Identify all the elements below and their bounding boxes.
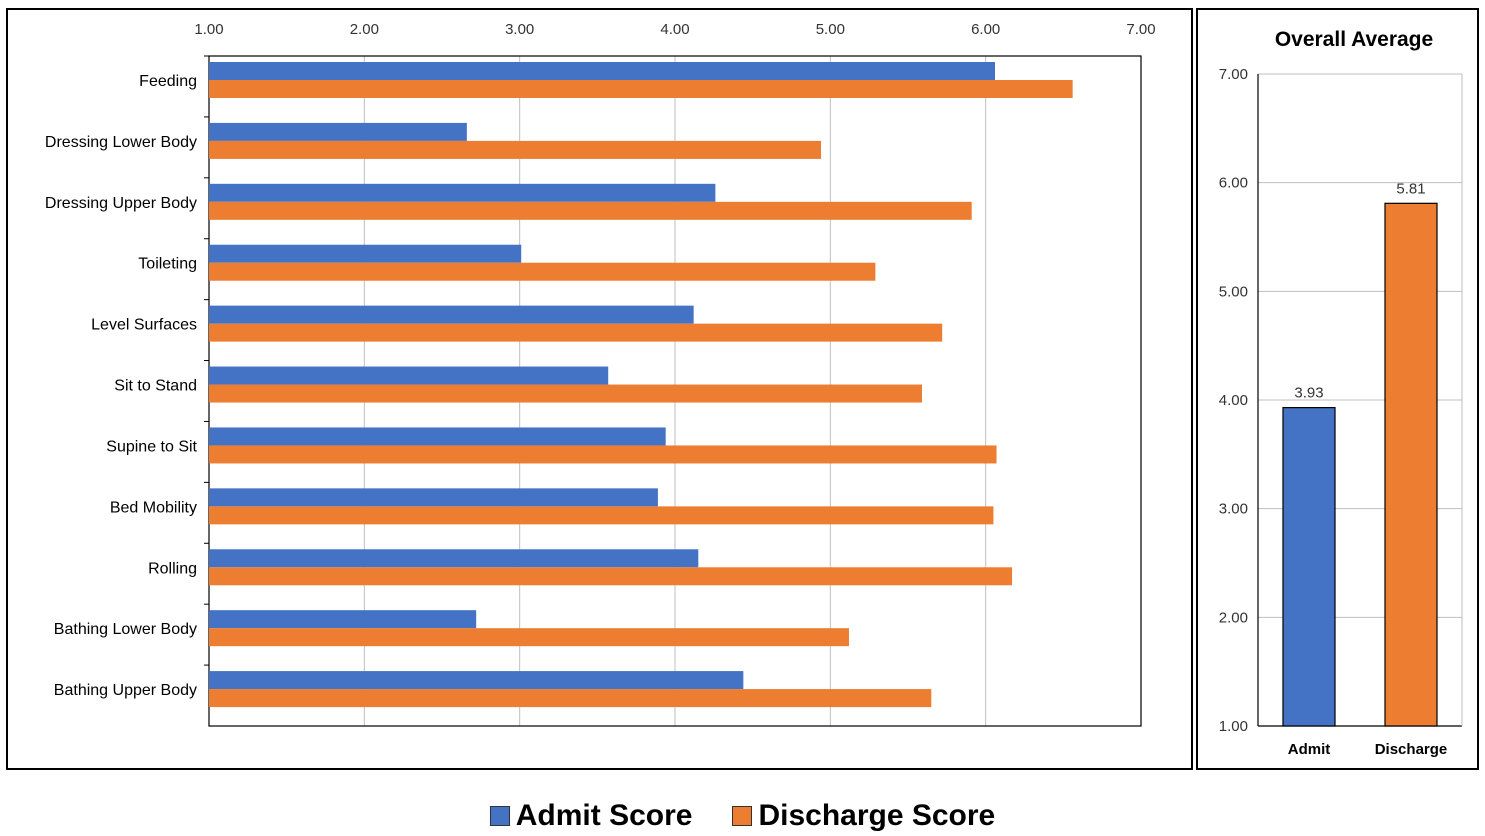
y-tick-label: 7.00 [1219,66,1248,83]
category-label-supine-to-sit: Supine to Sit [106,438,197,455]
overall-average-plot: Overall Average 1.00 2.00 3.00 4.00 5.00 6.00 7… [1219,28,1463,758]
category-label-bathing-lower-body: Bathing Lower Body [54,621,197,638]
admit-bar-rolling [209,549,699,568]
x-tick-label: 2.00 [350,21,379,38]
admit-bar-supine-to-sit [209,427,666,446]
category-label-toileting: Toileting [138,256,197,273]
discharge-bar-bed-mobility [209,506,994,525]
y-tick-label: 4.00 [1219,392,1248,409]
admit-bar-bathing-upper-body [209,671,744,690]
admit-bar-sit-to-stand [209,366,609,385]
y-tick-label: 6.00 [1219,175,1248,192]
category-label-dressing-upper-body: Dressing Upper Body [45,195,197,212]
x-tick-label: 7.00 [1126,21,1155,38]
category-label-rolling: Rolling [148,560,197,577]
y-tick-label: 3.00 [1219,501,1248,518]
discharge-category-label: Discharge [1375,741,1448,758]
legend-item-admit: Admit Score [489,799,693,833]
discharge-bar-dressing-lower-body [209,140,822,159]
category-label-bathing-upper-body: Bathing Upper Body [54,682,197,699]
y-tick-label: 1.00 [1219,718,1248,735]
x-tick-label: 4.00 [660,21,689,38]
overall-average-chart: Overall Average 1.00 2.00 3.00 4.00 5.00 6.00 7… [1196,8,1479,770]
discharge-bar-dressing-upper-body [209,201,972,220]
admit-bar [1282,407,1336,727]
activity-scores-chart: 1.00 2.00 3.00 4.00 5.00 6.00 7.00 Feeding Dress… [6,8,1193,770]
chart-legend: Admit Score Discharge Score [0,796,1485,836]
chart-title: Overall Average [1275,28,1433,51]
category-label-dressing-lower-body: Dressing Lower Body [45,134,197,151]
y-tick-label: 2.00 [1219,609,1248,626]
discharge-bar-level-surfaces [209,323,943,342]
category-label-bed-mobility: Bed Mobility [110,499,197,516]
activity-scores-plot: 1.00 2.00 3.00 4.00 5.00 6.00 7.00 Feeding Dress… [45,21,1156,727]
discharge-bar-rolling [209,567,1013,586]
admit-bar-level-surfaces [209,305,694,324]
x-tick-label: 1.00 [194,21,223,38]
admit-bar-dressing-upper-body [209,183,716,202]
legend-label-discharge: Discharge Score [758,799,996,832]
discharge-bar-bathing-lower-body [209,628,849,647]
y-tick-label: 5.00 [1219,283,1248,300]
admit-bar-bathing-lower-body [209,610,477,629]
x-tick-label: 5.00 [816,21,845,38]
x-tick-label: 3.00 [505,21,534,38]
discharge-bar-supine-to-sit [209,445,997,464]
category-label-level-surfaces: Level Surfaces [91,317,197,334]
legend-swatch-discharge [732,806,753,826]
admit-bar-dressing-lower-body [209,122,467,141]
discharge-bar-sit-to-stand [209,384,922,403]
category-label-sit-to-stand: Sit to Stand [114,378,197,395]
admit-bar-bed-mobility [209,488,658,507]
x-tick-label: 6.00 [971,21,1000,38]
admit-category-label: Admit [1288,741,1331,758]
admit-bar-feeding [209,62,995,80]
discharge-data-label: 5.81 [1396,180,1425,197]
legend-swatch-admit [489,806,510,826]
legend-label-admit: Admit Score [515,799,693,832]
discharge-bar-bathing-upper-body [209,689,932,708]
admit-data-label: 3.93 [1294,385,1323,402]
discharge-bar-toileting [209,262,876,281]
discharge-bar [1384,202,1438,727]
category-label-feeding: Feeding [139,73,197,90]
legend-item-discharge: Discharge Score [732,799,995,833]
discharge-bar-feeding [209,80,1073,98]
admit-bar-toileting [209,244,522,263]
